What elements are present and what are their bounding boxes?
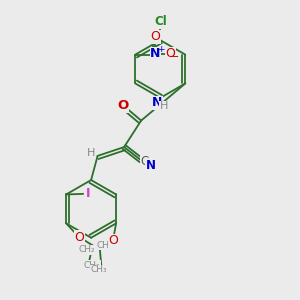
Text: H: H — [87, 148, 95, 158]
Text: O: O — [166, 47, 176, 60]
Text: −: − — [169, 52, 179, 62]
Text: I: I — [86, 188, 91, 200]
Text: CH₃: CH₃ — [90, 265, 107, 274]
Text: N: N — [152, 96, 163, 110]
Text: CH₂: CH₂ — [79, 245, 95, 254]
Text: CH₂: CH₂ — [96, 241, 113, 250]
Text: +: + — [157, 45, 164, 54]
Text: O: O — [108, 235, 118, 248]
Text: O: O — [117, 99, 128, 112]
Text: C: C — [141, 155, 149, 168]
Text: H: H — [160, 101, 168, 111]
Text: N: N — [150, 47, 161, 60]
Text: N: N — [146, 159, 156, 172]
Text: O: O — [150, 30, 160, 44]
Text: CH₃: CH₃ — [84, 261, 100, 270]
Text: O: O — [74, 231, 84, 244]
Text: Cl: Cl — [154, 15, 167, 28]
